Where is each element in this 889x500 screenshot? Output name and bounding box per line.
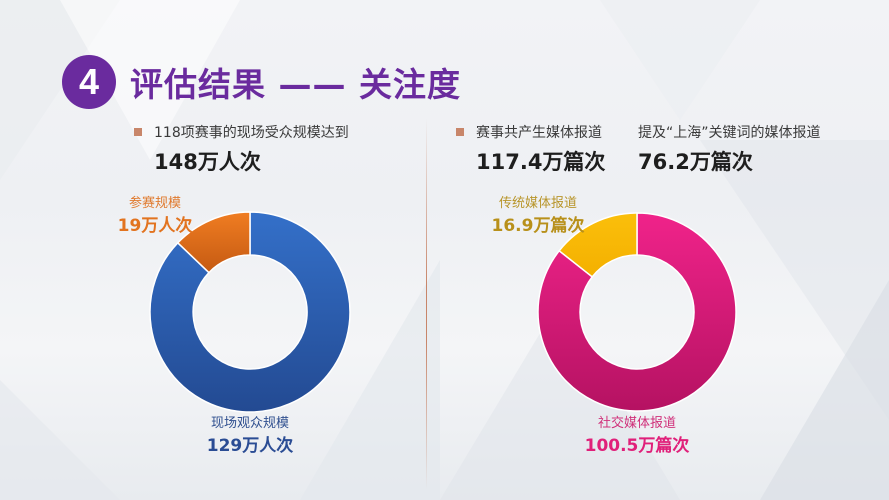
donut-slice-social-media <box>537 212 737 412</box>
audience-label-value: 129万人次 <box>206 436 294 456</box>
title-text: 评估结果 —— 关注度 <box>130 65 461 104</box>
media-total-stat: 赛事共产生媒体报道 117.4万篇次 <box>456 122 605 176</box>
page-title: 4 评估结果 —— 关注度 <box>62 53 461 111</box>
participants-label-name: 参赛规模 <box>128 196 181 211</box>
shanghai-mention-caption: 提及“上海”关键词的媒体报道 <box>638 125 821 141</box>
audience-stat-caption: 118项赛事的现场受众规模达到 <box>154 125 349 141</box>
media-total-value: 117.4万篇次 <box>476 150 606 174</box>
audience-stat: 118项赛事的现场受众规模达到 148万人次 <box>134 122 349 176</box>
panel-divider <box>426 118 427 490</box>
social-media-label: 社交媒体报道 100.5万篇次 <box>572 412 702 456</box>
participants-label-value: 19万人次 <box>117 216 193 236</box>
bullet-square-icon <box>456 128 464 136</box>
audience-label: 现场观众规模 129万人次 <box>190 412 310 456</box>
media-total-caption: 赛事共产生媒体报道 <box>476 125 602 141</box>
donut-slice-audience <box>149 211 351 413</box>
traditional-media-label: 传统媒体报道 16.9万篇次 <box>478 192 598 236</box>
section-number-badge: 4 <box>62 55 116 109</box>
traditional-media-label-value: 16.9万篇次 <box>491 216 585 236</box>
shanghai-mention-stat: 提及“上海”关键词的媒体报道 76.2万篇次 <box>638 122 821 176</box>
audience-stat-value: 148万人次 <box>154 150 261 174</box>
donut-slice-traditional-media <box>558 212 638 278</box>
shanghai-mention-value: 76.2万篇次 <box>638 150 753 174</box>
participants-label: 参赛规模 19万人次 <box>100 192 210 236</box>
donut-slice-participants <box>176 211 251 274</box>
traditional-media-label-name: 传统媒体报道 <box>498 196 577 211</box>
audience-label-name: 现场观众规模 <box>210 416 289 431</box>
social-media-label-name: 社交媒体报道 <box>597 416 676 431</box>
bullet-square-icon <box>134 128 142 136</box>
social-media-label-value: 100.5万篇次 <box>584 436 690 456</box>
